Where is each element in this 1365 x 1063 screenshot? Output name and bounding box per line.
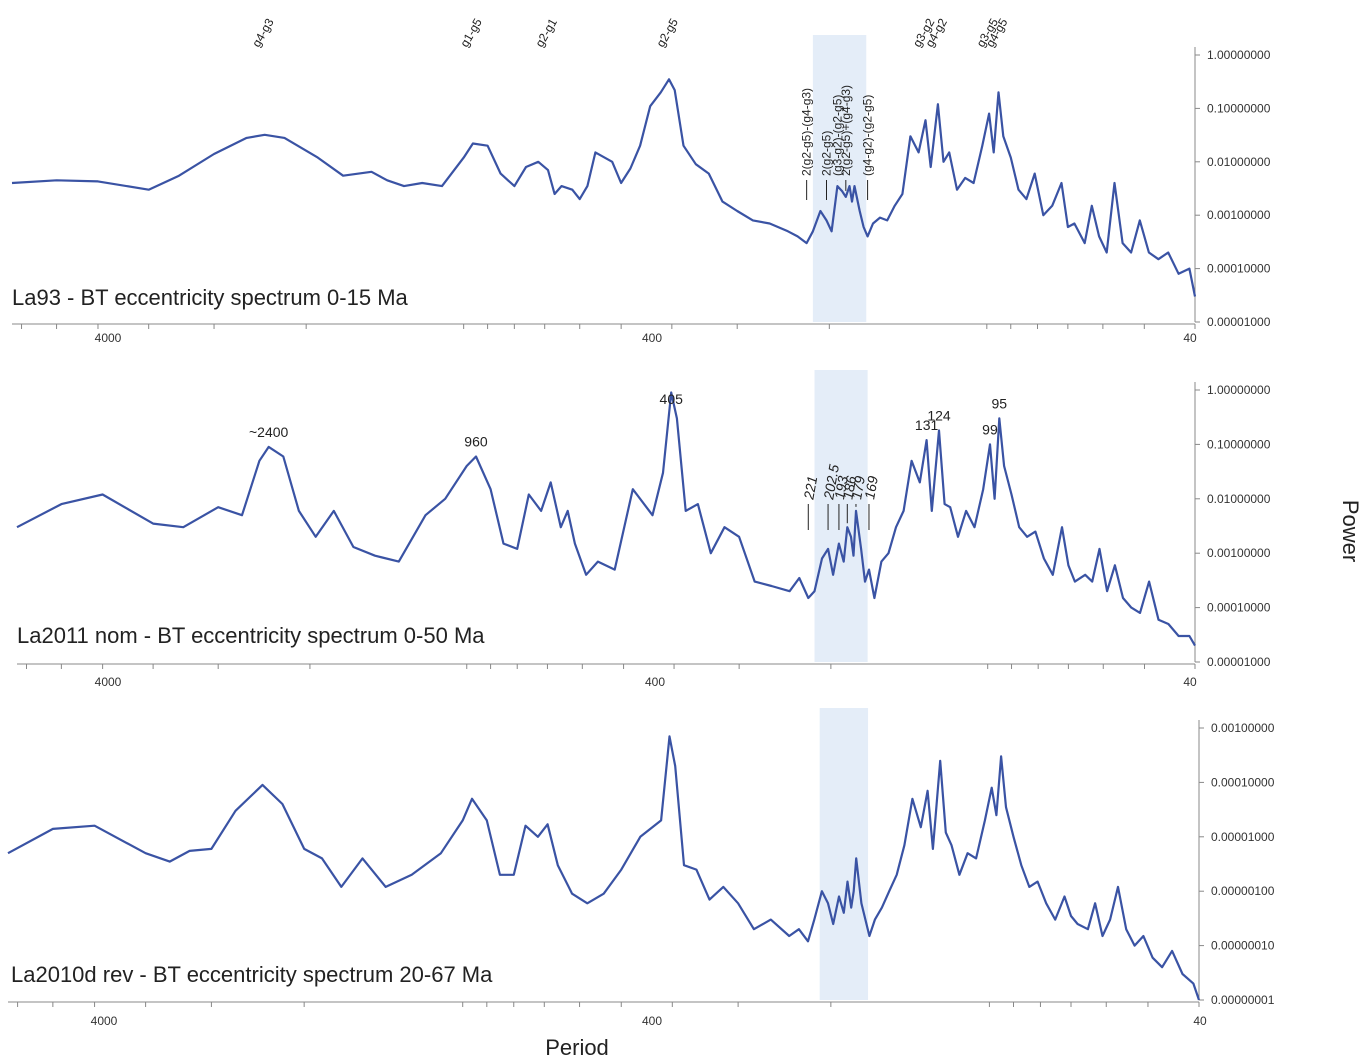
peak-label: 179 xyxy=(848,475,868,501)
y-tick-label: 0.00010000 xyxy=(1207,262,1271,276)
x-tick-label: 4000 xyxy=(95,331,122,345)
y-tick-label: 0.00000001 xyxy=(1211,993,1275,1007)
y-tick-label: 0.00001000 xyxy=(1207,315,1271,329)
series-line xyxy=(11,78,1197,297)
chart-panel-1: 4000 400 40 1.00000000 0.10000000 0.01000000 0… xyxy=(11,16,1271,345)
x-axis-title: Period xyxy=(545,1035,609,1060)
y-tick-label: 0.01000000 xyxy=(1207,492,1271,506)
annotation-label: 2(g2-g5)+(g4-g3) xyxy=(839,85,853,176)
y-tick-label: 0.10000000 xyxy=(1207,101,1271,115)
panel-title: La93 - BT eccentricity spectrum 0-15 Ma xyxy=(12,285,409,310)
peak-label: 95 xyxy=(992,395,1008,411)
x-tick-label: 4000 xyxy=(95,675,122,689)
frequency-label: g1-g5 xyxy=(457,16,485,50)
y-tick-label: 0.00010000 xyxy=(1207,601,1271,615)
annotation-label: (g3-g2)-(g2-g5) xyxy=(830,95,844,176)
frequency-label: g4-g3 xyxy=(249,16,277,50)
x-tick-label: 40 xyxy=(1183,675,1197,689)
peak-label: ~2400 xyxy=(249,424,289,440)
highlight-band xyxy=(812,35,867,322)
chart-panel-2: 4000 400 40 1.00000000 0.10000000 0.01000000 0… xyxy=(16,370,1271,689)
series-line xyxy=(7,735,1201,1001)
y-tick-label: 0.00010000 xyxy=(1211,775,1275,789)
frequency-label: g2-g1 xyxy=(532,16,560,50)
y-tick-label: 1.00000000 xyxy=(1207,383,1271,397)
y-tick-label: 0.00001000 xyxy=(1211,830,1275,844)
peak-label: 193 xyxy=(831,475,851,501)
frequency-label: g2-g5 xyxy=(653,16,681,50)
x-tick-label: 40 xyxy=(1193,1014,1207,1028)
peak-label: 99 xyxy=(982,421,998,437)
x-tick-label: 4000 xyxy=(91,1014,118,1028)
peak-label: 124 xyxy=(927,408,951,424)
peak-label: 131 xyxy=(915,417,939,433)
peak-label: 221 xyxy=(800,475,820,502)
peak-label: 202.5 xyxy=(820,463,842,501)
y-tick-label: 1.00000000 xyxy=(1207,48,1271,62)
y-axis-title: Power xyxy=(1338,500,1363,562)
x-tick-label: 400 xyxy=(642,331,662,345)
y-tick-label: 0.00000100 xyxy=(1211,884,1275,898)
y-tick-label: 0.01000000 xyxy=(1207,155,1271,169)
y-tick-label: 0.00001000 xyxy=(1207,655,1271,669)
y-tick-label: 0.10000000 xyxy=(1207,437,1271,451)
peak-label: 960 xyxy=(464,433,488,449)
peak-label: 186 xyxy=(839,475,859,501)
x-tick-label: 40 xyxy=(1183,331,1197,345)
y-tick-label: 0.00100000 xyxy=(1211,721,1275,735)
highlight-band xyxy=(819,708,869,1000)
y-tick-label: 0.00000010 xyxy=(1211,939,1275,953)
x-tick-label: 400 xyxy=(645,675,665,689)
peak-label: 169 xyxy=(861,475,881,501)
highlight-band xyxy=(814,370,868,662)
y-tick-label: 0.00100000 xyxy=(1207,546,1271,560)
x-tick-label: 400 xyxy=(642,1014,662,1028)
series-line xyxy=(16,391,1196,647)
annotation-label: 2(g2-g5) xyxy=(820,131,834,176)
panel-title: La2011 nom - BT eccentricity spectrum 0-… xyxy=(17,623,485,648)
peak-label: 405 xyxy=(660,391,684,407)
annotation-label: (g4-g2)-(g2-g5) xyxy=(861,95,875,176)
chart-panel-3: 4000 400 40 0.00100000 0.00010000 0.00001000 0… xyxy=(7,708,1275,1028)
panel-title: La2010d rev - BT eccentricity spectrum 2… xyxy=(11,962,493,987)
annotation-label: 2(g2-g5)-(g4-g3) xyxy=(800,88,814,176)
y-tick-label: 0.00100000 xyxy=(1207,208,1271,222)
